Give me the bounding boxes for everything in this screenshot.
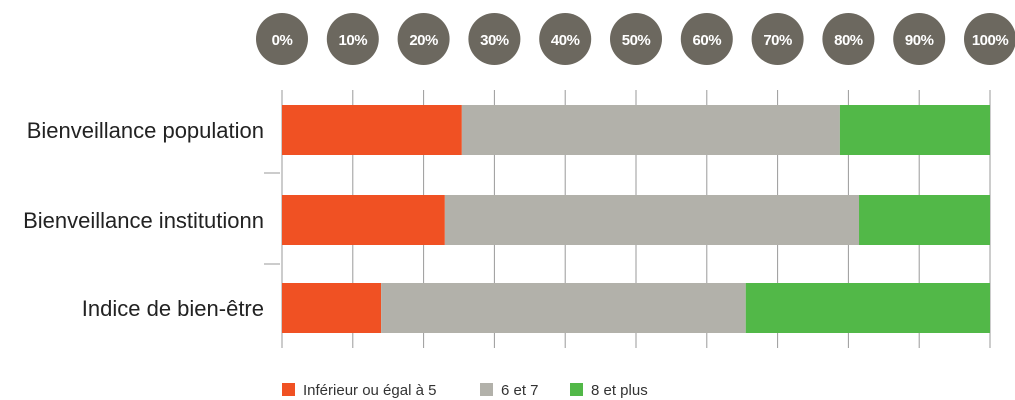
x-tick-circle <box>468 13 521 65</box>
legend-swatch <box>480 383 493 396</box>
x-tick: 100% <box>964 13 1015 65</box>
category-label: Bienveillance population <box>27 118 264 143</box>
x-tick: 30% <box>468 13 521 65</box>
x-tick: 80% <box>822 13 875 65</box>
x-tick: 20% <box>397 13 450 65</box>
x-tick: 10% <box>326 13 379 65</box>
x-tick: 0% <box>256 13 308 65</box>
x-axis-tick-labels: 0% 10% 20% 30% 40% 50% 60% 70% 80% 90% 100% <box>256 13 1015 65</box>
bar-row <box>282 195 990 245</box>
bars <box>282 105 990 333</box>
x-tick-circle <box>610 13 662 65</box>
bar-segment <box>461 105 840 155</box>
x-tick: 60% <box>680 13 733 65</box>
x-tick: 90% <box>893 13 946 65</box>
bar-segment <box>859 195 990 245</box>
bar-segment <box>839 105 990 155</box>
bar-row <box>282 283 990 333</box>
category-labels: Bienveillance population Bienveillance in… <box>23 118 264 321</box>
x-tick-circle <box>397 13 450 65</box>
x-tick: 70% <box>751 13 804 65</box>
x-tick-label: 30% <box>480 32 509 49</box>
x-tick-label: 50% <box>622 32 651 49</box>
x-tick: 40% <box>539 13 592 65</box>
legend: Inférieur ou égal à 5 6 et 7 8 et plus <box>282 382 648 399</box>
x-tick-circle <box>751 13 804 65</box>
x-tick-label: 0% <box>272 32 293 49</box>
x-tick-label: 80% <box>834 32 863 49</box>
x-tick-circle <box>893 13 946 65</box>
legend-label: 8 et plus <box>591 382 648 399</box>
bar-segment <box>444 195 860 245</box>
x-tick-label: 10% <box>339 32 368 49</box>
legend-item: Inférieur ou égal à 5 <box>282 382 436 399</box>
bar-segment <box>381 283 746 333</box>
x-tick-circle <box>326 13 379 65</box>
legend-label: 6 et 7 <box>501 382 539 399</box>
x-tick-label: 40% <box>551 32 580 49</box>
x-tick-label: 70% <box>763 32 792 49</box>
bar-segment <box>282 283 382 333</box>
bar-segment <box>282 195 445 245</box>
legend-label: Inférieur ou égal à 5 <box>303 382 436 399</box>
bar-row <box>282 105 990 155</box>
x-tick-circle <box>680 13 733 65</box>
legend-item: 8 et plus <box>570 382 648 399</box>
bar-segment <box>745 283 990 333</box>
category-label: Bienveillance institutionn <box>23 208 264 233</box>
x-tick-label: 100% <box>972 32 1009 49</box>
x-tick-label: 90% <box>905 32 934 49</box>
x-tick-label: 20% <box>409 32 438 49</box>
bar-segment <box>282 105 462 155</box>
legend-swatch <box>570 383 583 396</box>
legend-swatch <box>282 383 295 396</box>
x-tick-circle <box>964 13 1015 65</box>
category-label: Indice de bien-être <box>82 296 264 321</box>
legend-item: 6 et 7 <box>480 382 539 399</box>
x-tick-circle <box>256 13 308 65</box>
x-tick-circle <box>539 13 592 65</box>
x-tick-circle <box>822 13 875 65</box>
x-tick: 50% <box>610 13 662 65</box>
x-tick-label: 60% <box>693 32 722 49</box>
